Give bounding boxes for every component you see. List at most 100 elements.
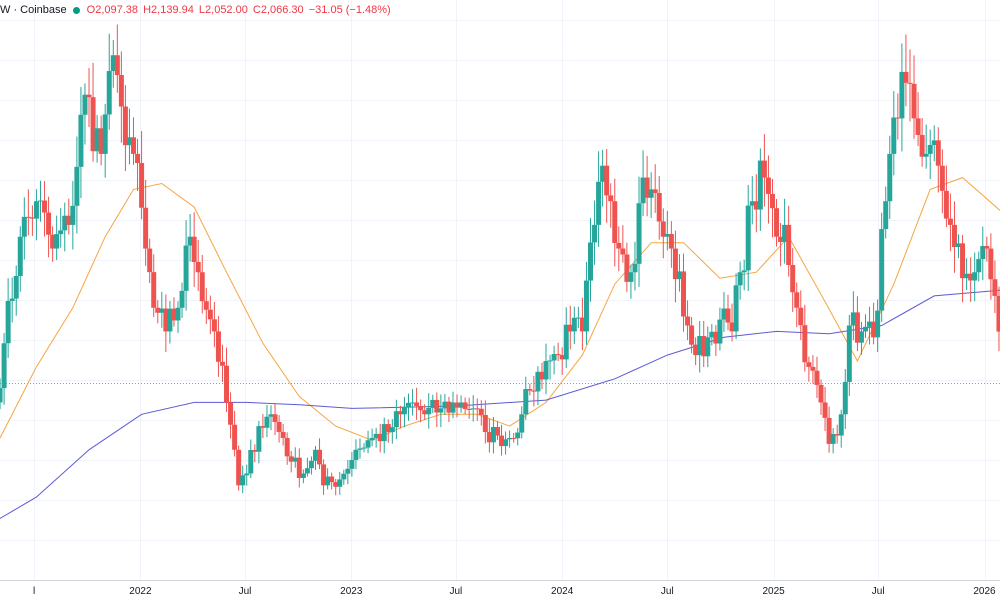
open-value: O2,097.38: [86, 4, 139, 16]
candle-up: [858, 321, 864, 355]
candle-body: [248, 449, 254, 474]
candle-body: [790, 264, 796, 293]
candle-body: [191, 236, 197, 262]
candle-body: [604, 165, 610, 196]
candle-up: [102, 103, 108, 178]
candle-body: [46, 212, 52, 235]
candle-body: [418, 405, 424, 411]
candle-up: [426, 393, 432, 429]
candle-down: [984, 236, 990, 262]
candle-body: [21, 216, 27, 237]
market-status-icon: [72, 6, 80, 14]
candle-up: [308, 456, 314, 475]
candle-down: [693, 337, 699, 366]
candle-body: [745, 205, 751, 271]
candle-down: [527, 383, 533, 396]
symbol-name[interactable]: W · Coinbase: [0, 4, 67, 16]
candle-down: [296, 448, 302, 488]
candle-up: [927, 129, 933, 180]
candle-up: [737, 261, 743, 300]
candle-body: [652, 189, 658, 193]
candle-body: [587, 242, 593, 281]
candle-body: [681, 271, 687, 317]
candle-body: [406, 402, 412, 407]
candle-body: [668, 233, 674, 249]
candle-down: [656, 175, 662, 240]
candle-down: [539, 362, 545, 390]
candle-down: [272, 404, 278, 436]
candle-down: [46, 196, 52, 258]
candle-up: [862, 314, 868, 339]
candle-body: [988, 248, 994, 280]
candle-body: [947, 218, 953, 225]
candle-down: [794, 282, 800, 328]
candle-down: [960, 234, 966, 303]
grid: [0, 0, 1000, 580]
candle-body: [919, 135, 925, 157]
candle-down: [689, 317, 695, 354]
candle-down: [139, 131, 145, 220]
candle-down: [826, 406, 832, 453]
candle-body: [0, 388, 3, 403]
candle-body: [741, 270, 747, 273]
candle-down: [466, 397, 472, 419]
candle-up: [0, 378, 3, 410]
candle-up: [94, 114, 100, 163]
candle-body: [430, 399, 436, 408]
x-tick-label: 2022: [129, 586, 152, 597]
candle-down: [203, 288, 209, 324]
candle-body: [559, 355, 565, 360]
candle-up: [349, 452, 355, 477]
candle-body: [814, 370, 820, 385]
candle-down: [531, 375, 537, 407]
candle-up: [664, 210, 670, 251]
x-tick-label: 2023: [340, 586, 363, 597]
ohlc-values: O2,097.38 H2,139.94 L2,052.00 C2,066.30 …: [87, 4, 393, 16]
candle-body: [567, 324, 573, 332]
candle-down: [284, 432, 290, 465]
candle-body: [858, 331, 864, 343]
time-axis[interactable]: l 2022 Jul 2023 Jul 2024 Jul 2025 Jul 2026: [33, 586, 996, 597]
candle-body: [648, 189, 654, 198]
candle-down: [147, 238, 153, 283]
candle-body: [33, 201, 39, 219]
candle-body: [466, 408, 472, 410]
candle-body: [478, 408, 484, 415]
candle-up: [980, 226, 986, 281]
candle-down: [939, 149, 945, 214]
candle-body: [968, 273, 974, 281]
candle-body: [118, 75, 124, 107]
candle-body: [515, 432, 521, 439]
candle-down: [260, 414, 266, 439]
candle-body: [575, 317, 581, 319]
candle-up: [82, 83, 88, 145]
candle-up: [883, 186, 889, 239]
candle-body: [410, 402, 416, 404]
candle-down: [620, 225, 626, 263]
candle-down: [228, 392, 234, 439]
candle-body: [895, 117, 901, 119]
candle-down: [414, 387, 420, 420]
x-tick-label: 2024: [551, 586, 574, 597]
candle-down: [418, 399, 424, 423]
candle-up: [410, 389, 416, 416]
candle-body: [422, 410, 428, 415]
candle-up: [782, 198, 788, 264]
candle-body: [842, 381, 848, 415]
candle-body: [535, 371, 541, 392]
candle-down: [446, 396, 452, 422]
candle-up: [248, 439, 254, 479]
candle-body: [377, 433, 383, 442]
candle-down: [798, 290, 804, 340]
candle-up: [365, 430, 371, 454]
candle-body: [207, 309, 213, 320]
candle-up: [891, 91, 897, 176]
candle-down: [834, 424, 840, 444]
candle-body: [442, 401, 448, 409]
candle-body: [697, 336, 703, 356]
candle-body: [317, 449, 323, 465]
candle-down: [765, 155, 771, 224]
candle-up: [240, 465, 246, 494]
candle-up: [745, 184, 751, 291]
